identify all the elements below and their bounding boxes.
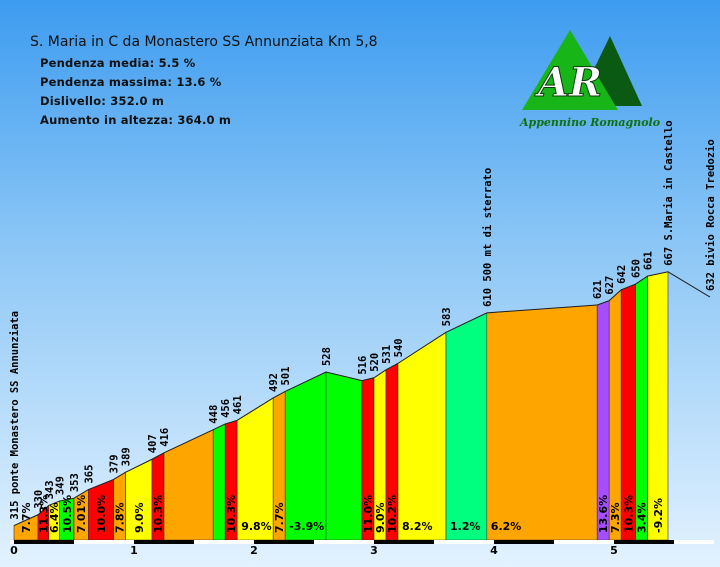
elevation-label: 528 [321, 347, 333, 366]
elevation-label: 650 [631, 259, 643, 278]
grade-label: 10.3% [225, 495, 238, 533]
grade-label: 10.3% [152, 495, 165, 533]
grade-label: 10.3% [622, 495, 635, 533]
appennino-romagnolo-logo: AR [522, 30, 642, 110]
elevation-label: 461 [232, 395, 244, 414]
x-tick-label: 5 [610, 544, 618, 557]
x-axis-bar [10, 540, 714, 544]
elevation-label: 583 [441, 307, 453, 326]
avg-grade-stat: Pendenza media: 5.5 % [40, 56, 196, 70]
profile-segment [486, 304, 598, 541]
elevation-label: 416 [159, 428, 171, 447]
total-ascent-stat: Aumento in altezza: 364.0 m [40, 113, 232, 127]
elevation-label: 456 [220, 399, 232, 418]
grade-label: 7.8% [114, 502, 127, 533]
x-axis-bar-segment [374, 540, 434, 544]
profile-segment [635, 275, 648, 541]
grade-label: 7.7% [20, 502, 33, 533]
elevation-label: 661 [643, 251, 655, 270]
elevation-label: 365 [83, 465, 95, 484]
x-tick-label: 0 [10, 544, 18, 557]
grade-label: 9.0% [133, 502, 146, 533]
elevation-label: 349 [55, 476, 67, 495]
elevation-label: 610 500 mt di sterrato [482, 168, 494, 307]
logo-front-mountain [522, 30, 618, 110]
grade-label: 11.0% [362, 495, 375, 533]
x-tick-label: 4 [490, 544, 498, 557]
logo-letters: AR [534, 59, 602, 106]
elevation-label: 516 [357, 356, 369, 375]
elevation-label: 540 [393, 338, 405, 357]
grade-label: 10.2% [386, 495, 399, 533]
elevation-label: 642 [616, 265, 628, 284]
grade-label: 9.0% [374, 502, 387, 533]
elevation-label: 632 bivio Rocca Tredozio [705, 139, 717, 291]
elevation-label: 501 [280, 367, 292, 386]
x-axis-bar-segment [254, 540, 314, 544]
grade-label: 7.01% [75, 495, 88, 533]
profile-segment [397, 331, 447, 541]
grade-label: 1.2% [450, 520, 481, 533]
elevation-diff-stat: Dislivello: 352.0 m [40, 94, 165, 108]
elevation-label: 315 ponte Monastero SS Annunziata [9, 311, 21, 520]
grade-label: 10.0% [95, 495, 108, 533]
elevation-label: 343 [44, 480, 56, 499]
elevation-label: 492 [268, 373, 280, 392]
elevation-label: 330 [33, 490, 45, 509]
x-tick-label: 1 [130, 544, 138, 557]
grade-label: 11.3% [37, 495, 50, 533]
elevation-label: 389 [121, 447, 133, 466]
profile-outline [13, 271, 711, 527]
logo-caption: Appennino Romagnolo [520, 116, 661, 129]
x-axis-bar-segment [494, 540, 554, 544]
chart-title: S. Maria in C da Monastero SS Annunziata… [30, 34, 378, 50]
profile-segment [608, 289, 622, 541]
profile-segment [325, 371, 363, 541]
elevation-label: 520 [369, 353, 381, 372]
grade-label: 7.3% [609, 502, 622, 533]
elevation-label: 407 [147, 434, 159, 453]
max-grade-stat: Pendenza massima: 13.6 % [40, 75, 222, 89]
grade-label: 8.2% [402, 520, 433, 533]
grade-label: 13.6% [597, 495, 610, 533]
profile-segment [212, 423, 226, 541]
grade-label: 6.4% [48, 502, 61, 533]
elevation-label: 448 [208, 405, 220, 424]
grade-label: 7.7% [273, 502, 286, 533]
profile-segment [163, 429, 214, 541]
profile-segment [445, 312, 488, 541]
x-axis-bar-segment [614, 540, 674, 544]
x-axis-bar-segment [134, 540, 194, 544]
elevation-label: 667 S.Maria in Castello [663, 120, 675, 265]
elevation-label: 531 [381, 345, 393, 364]
profile-segment [236, 397, 274, 541]
grade-label: 6.2% [491, 520, 522, 533]
elevation-label: 379 [109, 454, 121, 473]
elevation-label: 353 [69, 473, 81, 492]
x-axis-bar-segment [14, 540, 74, 544]
grade-label: 3.4% [636, 502, 649, 533]
elevation-label: 621 [592, 280, 604, 299]
x-tick-label: 2 [250, 544, 258, 557]
grade-label: -3.9% [289, 520, 324, 533]
grade-label: 9.8% [241, 520, 272, 533]
grade-label: 10.5% [61, 495, 74, 533]
profile-segment [284, 371, 327, 541]
elevation-label: 627 [604, 276, 616, 295]
grade-label: -9.2% [652, 498, 665, 533]
x-tick-label: 3 [370, 544, 378, 557]
